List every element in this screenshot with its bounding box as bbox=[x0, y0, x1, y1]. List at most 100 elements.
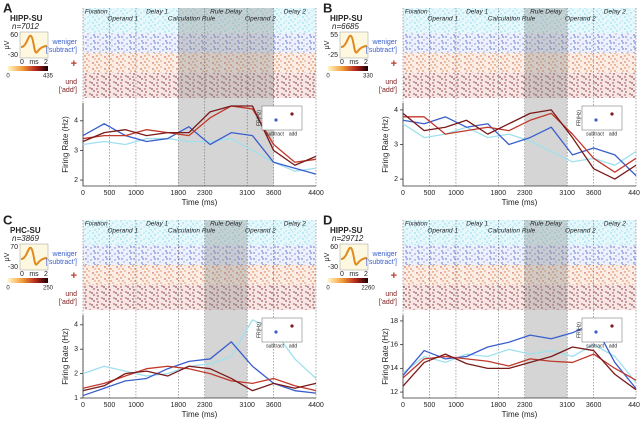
y-tick-label: 4 bbox=[74, 118, 78, 125]
line-series bbox=[82, 365, 317, 392]
x-tick-label: 0 bbox=[401, 190, 405, 197]
axes bbox=[402, 315, 636, 399]
inset-marker bbox=[290, 324, 294, 328]
x-tick-label: 3100 bbox=[559, 190, 575, 197]
raster-label: weniger bbox=[371, 39, 397, 46]
waveform-ytick: 55 bbox=[330, 32, 338, 39]
x-tick-label: 1800 bbox=[171, 190, 187, 197]
waveform-xtick: 0 bbox=[340, 271, 344, 278]
inset-marker bbox=[290, 112, 294, 116]
line-series bbox=[82, 341, 317, 397]
period-label: Operand 1 bbox=[427, 16, 458, 23]
x-tick-label: 500 bbox=[104, 402, 116, 409]
raster-label: weniger bbox=[51, 251, 77, 258]
raster-band bbox=[403, 245, 636, 265]
y-tick-label: 4 bbox=[74, 322, 78, 329]
x-tick-label: 0 bbox=[401, 402, 405, 409]
x-tick-label: 4400 bbox=[308, 402, 324, 409]
raster-label: ['subtract'] bbox=[46, 47, 78, 54]
axes bbox=[402, 103, 636, 187]
unit-region: PHC-SU bbox=[10, 226, 41, 235]
waveform-xtick: 0 bbox=[20, 271, 24, 278]
x-tick-label: 3100 bbox=[239, 402, 255, 409]
unit-region: HIPP-SU bbox=[330, 226, 363, 235]
waveform-ytick: 70 bbox=[10, 244, 18, 251]
waveform-ytick: 60 bbox=[330, 244, 338, 251]
inset-marker bbox=[274, 118, 278, 122]
inset-box bbox=[261, 105, 303, 131]
waveform-ytick: -30 bbox=[8, 52, 18, 59]
raster-band bbox=[403, 72, 636, 98]
raster-label: ['add'] bbox=[59, 87, 77, 94]
waveform-xtick: 2 bbox=[44, 59, 48, 66]
epoch-shade bbox=[178, 8, 274, 186]
x-tick-label: 2300 bbox=[197, 402, 213, 409]
waveform-unit: μV bbox=[324, 252, 331, 261]
period-label: Fixation bbox=[405, 221, 428, 228]
waveform-xtick: 2 bbox=[364, 271, 368, 278]
colorbar-label: 0 bbox=[326, 286, 330, 292]
y-tick-label: 4 bbox=[394, 107, 398, 114]
period-label: Delay 2 bbox=[284, 221, 306, 228]
raster-label: weniger bbox=[51, 39, 77, 46]
raster-label: ['subtract'] bbox=[46, 259, 78, 266]
period-label: Delay 1 bbox=[466, 9, 488, 16]
raster-label: und bbox=[65, 291, 77, 298]
x-tick-label: 3600 bbox=[266, 402, 282, 409]
waveform-xunit: ms bbox=[349, 271, 359, 278]
inset-marker bbox=[610, 324, 614, 328]
raster-band bbox=[83, 33, 316, 53]
line-series bbox=[82, 105, 317, 166]
colorbar bbox=[328, 278, 368, 283]
y-axis-label: Firing Rate (Hz) bbox=[381, 116, 390, 173]
period-label: Delay 1 bbox=[466, 221, 488, 228]
raster-label: ['add'] bbox=[379, 299, 397, 306]
raster-band bbox=[83, 72, 316, 98]
period-label: Operand 2 bbox=[565, 228, 596, 235]
y-tick-label: 18 bbox=[390, 318, 398, 325]
period-label: Rule Delay bbox=[210, 9, 243, 16]
panel-letter: B bbox=[323, 0, 332, 15]
waveform bbox=[20, 34, 48, 54]
colorbar-label: 0 bbox=[6, 286, 10, 292]
period-label: Fixation bbox=[405, 9, 428, 16]
x-tick-label: 1000 bbox=[128, 190, 144, 197]
colorbar bbox=[328, 66, 368, 71]
x-tick-label: 1800 bbox=[171, 402, 187, 409]
inset-ylabel: FR(Hz) bbox=[256, 322, 262, 338]
inset-marker bbox=[274, 330, 278, 334]
inset-xlabel: add bbox=[609, 131, 618, 137]
x-tick-label: 2300 bbox=[517, 190, 533, 197]
period-label: Delay 1 bbox=[146, 9, 168, 16]
inset-box bbox=[261, 317, 303, 343]
period-label: Calculation Rule bbox=[488, 228, 536, 235]
line-series bbox=[402, 353, 637, 381]
period-label: Calculation Rule bbox=[168, 228, 216, 235]
period-label: Fixation bbox=[85, 9, 108, 16]
raster-band bbox=[83, 220, 316, 246]
x-tick-label: 500 bbox=[424, 190, 436, 197]
y-tick-label: 12 bbox=[390, 389, 398, 396]
x-tick-label: 1000 bbox=[128, 402, 144, 409]
waveform-unit: μV bbox=[4, 252, 11, 261]
y-tick-label: 3 bbox=[74, 346, 78, 353]
x-axis-label: Time (ms) bbox=[502, 410, 538, 419]
waveform bbox=[20, 246, 48, 266]
x-tick-label: 3100 bbox=[559, 402, 575, 409]
x-tick-label: 1800 bbox=[491, 402, 507, 409]
axes bbox=[82, 103, 316, 187]
period-label: Operand 2 bbox=[245, 16, 276, 23]
period-label: Delay 2 bbox=[604, 9, 626, 16]
raster-label: und bbox=[385, 79, 397, 86]
unit-count: n=7012 bbox=[12, 22, 39, 31]
inset-xlabel: subtract bbox=[266, 343, 284, 349]
waveform-xtick: 2 bbox=[44, 271, 48, 278]
colorbar-label: 2260 bbox=[361, 286, 375, 292]
unit-count: n=29712 bbox=[332, 234, 364, 243]
y-tick-label: 3 bbox=[394, 141, 398, 148]
x-tick-label: 3600 bbox=[586, 190, 602, 197]
raster-band bbox=[83, 8, 316, 34]
raster-label: und bbox=[385, 291, 397, 298]
period-label: Calculation Rule bbox=[488, 16, 536, 23]
